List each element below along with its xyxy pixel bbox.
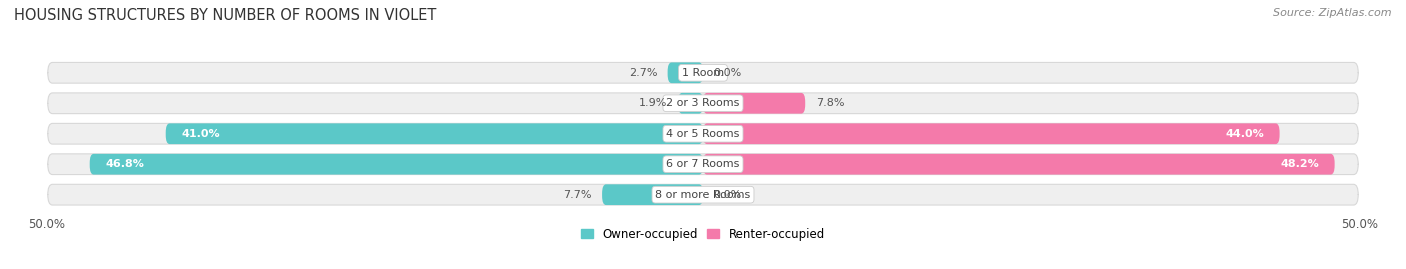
FancyBboxPatch shape [602, 184, 703, 205]
FancyBboxPatch shape [48, 62, 1358, 83]
Text: 2 or 3 Rooms: 2 or 3 Rooms [666, 98, 740, 108]
FancyBboxPatch shape [90, 154, 703, 175]
Text: 2.7%: 2.7% [628, 68, 657, 78]
FancyBboxPatch shape [48, 93, 1358, 114]
Text: HOUSING STRUCTURES BY NUMBER OF ROOMS IN VIOLET: HOUSING STRUCTURES BY NUMBER OF ROOMS IN… [14, 8, 436, 23]
Text: 4 or 5 Rooms: 4 or 5 Rooms [666, 129, 740, 139]
Text: 0.0%: 0.0% [713, 68, 742, 78]
Text: 46.8%: 46.8% [105, 159, 145, 169]
FancyBboxPatch shape [703, 123, 1279, 144]
FancyBboxPatch shape [48, 184, 1358, 205]
Text: 6 or 7 Rooms: 6 or 7 Rooms [666, 159, 740, 169]
FancyBboxPatch shape [703, 93, 806, 114]
Text: 7.7%: 7.7% [564, 190, 592, 200]
Text: 7.8%: 7.8% [815, 98, 844, 108]
FancyBboxPatch shape [668, 62, 703, 83]
Text: 50.0%: 50.0% [28, 218, 65, 231]
Text: 8 or more Rooms: 8 or more Rooms [655, 190, 751, 200]
FancyBboxPatch shape [166, 123, 703, 144]
FancyBboxPatch shape [678, 93, 703, 114]
Text: 0.0%: 0.0% [713, 190, 742, 200]
Text: 44.0%: 44.0% [1225, 129, 1264, 139]
Text: 50.0%: 50.0% [1341, 218, 1378, 231]
Text: 41.0%: 41.0% [181, 129, 221, 139]
Text: 48.2%: 48.2% [1279, 159, 1319, 169]
Text: 1 Room: 1 Room [682, 68, 724, 78]
FancyBboxPatch shape [703, 154, 1334, 175]
FancyBboxPatch shape [48, 123, 1358, 144]
Text: 1.9%: 1.9% [640, 98, 668, 108]
Text: Source: ZipAtlas.com: Source: ZipAtlas.com [1274, 8, 1392, 18]
FancyBboxPatch shape [48, 154, 1358, 175]
Legend: Owner-occupied, Renter-occupied: Owner-occupied, Renter-occupied [576, 223, 830, 246]
